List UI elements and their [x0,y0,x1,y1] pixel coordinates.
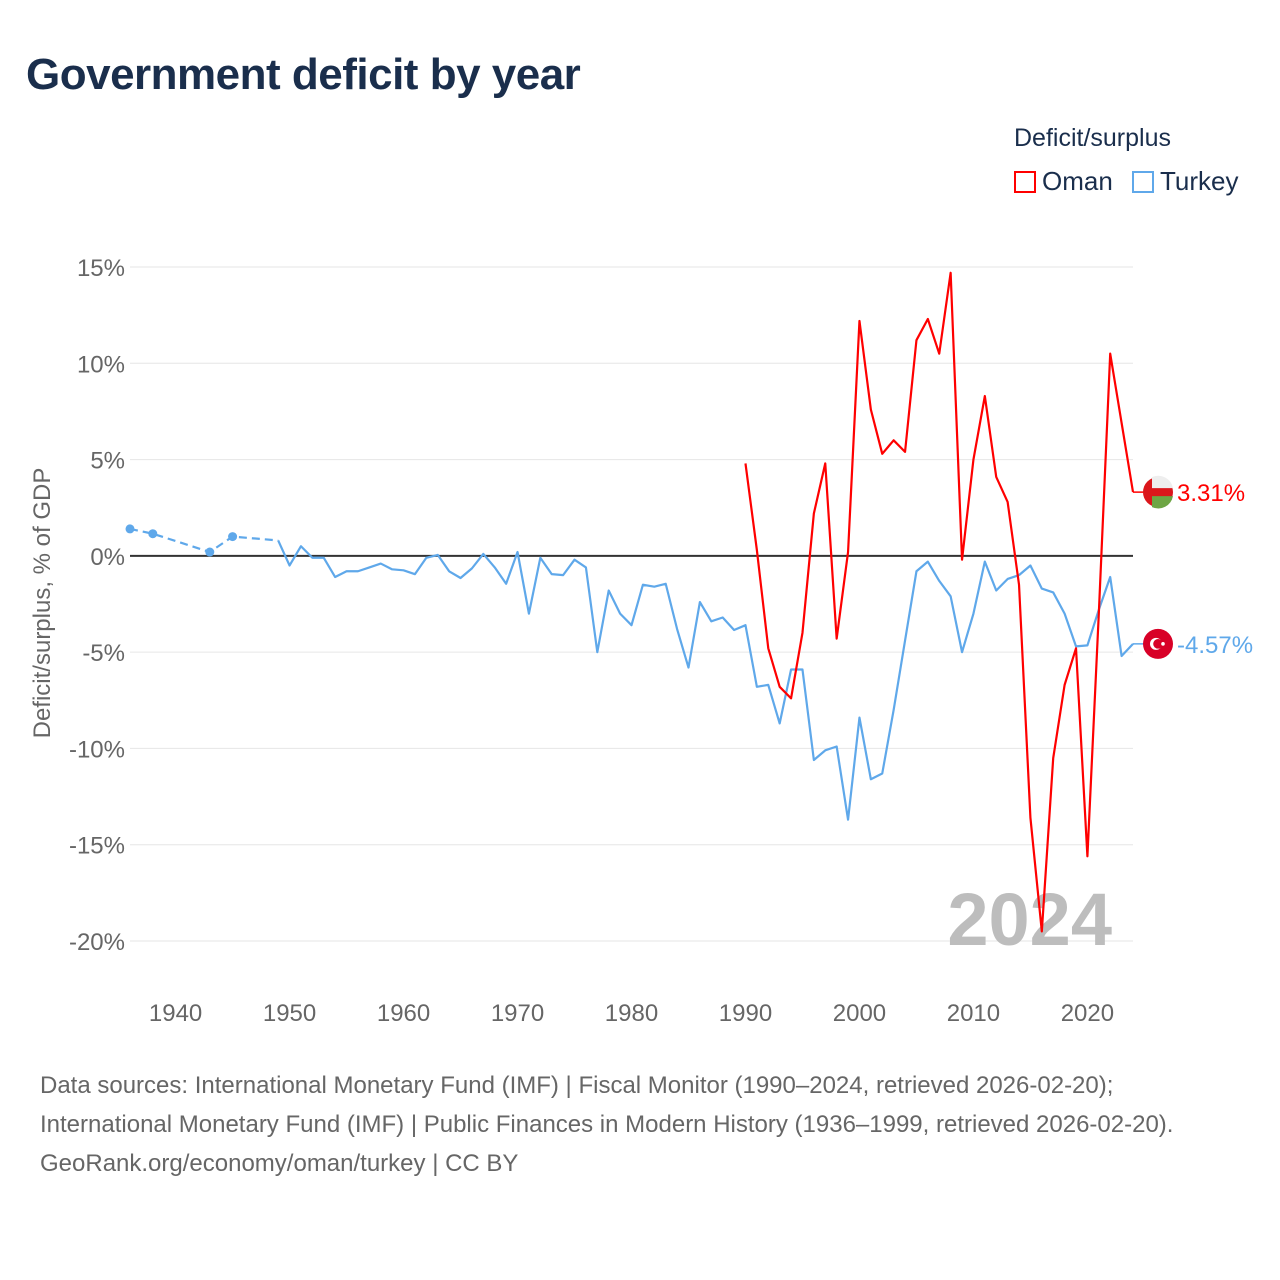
x-tick-label: 1980 [605,1000,658,1027]
data-point-turkey [205,547,215,557]
flag-star [1161,642,1165,646]
y-axis-label: Deficit/surplus, % of GDP [29,468,56,739]
y-tick-label: -20% [69,929,125,956]
y-tick-label: 10% [77,351,125,378]
series-line-oman [744,271,1135,933]
legend-swatch-turkey [1132,170,1154,193]
footer: Data sources: International Monetary Fun… [40,1066,1240,1183]
y-tick-label: 5% [90,448,125,475]
x-tick-label: 1950 [263,1000,316,1027]
x-tick-label: 1970 [491,1000,544,1027]
flag-green [1152,496,1173,509]
credit-link[interactable]: GeoRank.org/economy/oman/turkey | CC BY [40,1150,519,1177]
y-tick-label: -10% [69,736,125,763]
data-point-turkey [125,524,135,534]
x-tick-label: 2020 [1061,1000,1114,1027]
series-line-turkey [277,539,1134,821]
legend-swatch-oman [1014,170,1036,193]
legend-label-oman: Oman [1042,166,1113,196]
legend-label-turkey: Turkey [1160,166,1239,196]
legend-item-turkey[interactable]: Turkey [1132,166,1239,197]
end-value-label-turkey: -4.57% [1177,632,1253,659]
flag-crescent-cut [1153,639,1163,649]
oman-flag-icon [1143,475,1173,509]
y-tick-label: 15% [77,255,125,282]
x-tick-label: 1990 [719,1000,772,1027]
x-tick-label: 1940 [149,1000,202,1027]
y-tick-label: 0% [90,544,125,571]
x-tick-label: 2010 [947,1000,1000,1027]
x-tick-label: 1960 [377,1000,430,1027]
x-tick-label: 2000 [833,1000,886,1027]
legend-title: Deficit/surplus [1014,124,1171,152]
year-watermark: 2024 [947,878,1112,961]
y-tick-label: -15% [69,833,125,860]
data-point-turkey [148,529,158,539]
legend-item-oman[interactable]: Oman [1014,166,1113,197]
flag-white [1152,475,1173,489]
turkey-flag-icon [1143,628,1173,659]
chart-title: Government deficit by year [26,50,581,99]
data-point-turkey [228,532,238,542]
end-value-label-oman: 3.31% [1177,480,1245,507]
y-tick-label: -5% [82,640,125,667]
data-sources: Data sources: International Monetary Fun… [40,1072,1174,1138]
